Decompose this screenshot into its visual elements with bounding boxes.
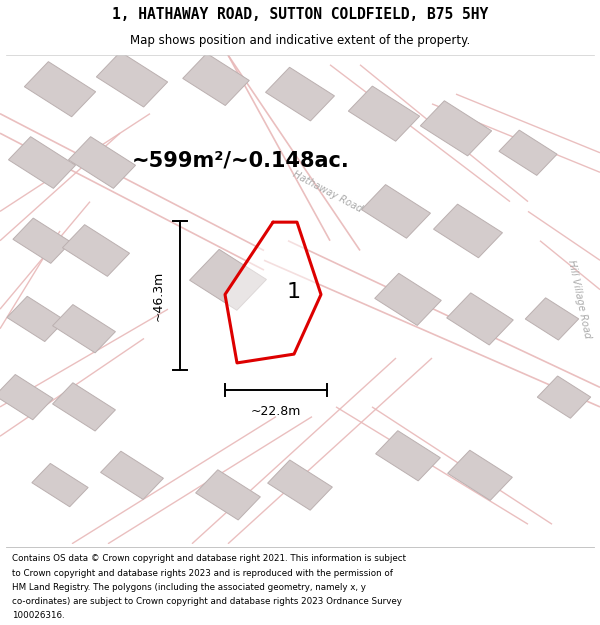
Text: 100026316.: 100026316. <box>12 611 65 620</box>
Text: Map shows position and indicative extent of the property.: Map shows position and indicative extent… <box>130 34 470 48</box>
Polygon shape <box>7 296 65 341</box>
Text: to Crown copyright and database rights 2023 and is reproduced with the permissio: to Crown copyright and database rights 2… <box>12 569 393 578</box>
Text: Hill Village Road: Hill Village Road <box>566 259 592 339</box>
Polygon shape <box>53 304 115 353</box>
Text: HM Land Registry. The polygons (including the associated geometry, namely x, y: HM Land Registry. The polygons (includin… <box>12 582 366 592</box>
Text: ~46.3m: ~46.3m <box>152 271 165 321</box>
Polygon shape <box>101 451 163 499</box>
Polygon shape <box>537 376 591 418</box>
Polygon shape <box>68 137 136 188</box>
Polygon shape <box>0 374 53 420</box>
Polygon shape <box>266 68 334 121</box>
Polygon shape <box>183 53 249 106</box>
Polygon shape <box>32 463 88 507</box>
Polygon shape <box>196 470 260 520</box>
Polygon shape <box>499 130 557 176</box>
Polygon shape <box>25 62 95 117</box>
Polygon shape <box>225 222 321 363</box>
Polygon shape <box>97 52 167 107</box>
Polygon shape <box>448 450 512 501</box>
Polygon shape <box>62 224 130 276</box>
Text: 1, HATHAWAY ROAD, SUTTON COLDFIELD, B75 5HY: 1, HATHAWAY ROAD, SUTTON COLDFIELD, B75 … <box>112 7 488 22</box>
Polygon shape <box>349 86 419 141</box>
Polygon shape <box>13 218 71 263</box>
Text: 1: 1 <box>287 282 301 302</box>
Polygon shape <box>268 460 332 510</box>
Text: ~22.8m: ~22.8m <box>251 406 301 418</box>
Polygon shape <box>8 137 76 188</box>
Polygon shape <box>53 382 115 431</box>
Polygon shape <box>362 184 430 238</box>
Polygon shape <box>376 431 440 481</box>
Text: ~599m²/~0.148ac.: ~599m²/~0.148ac. <box>132 150 350 170</box>
Text: Contains OS data © Crown copyright and database right 2021. This information is : Contains OS data © Crown copyright and d… <box>12 554 406 563</box>
Polygon shape <box>375 273 441 326</box>
Polygon shape <box>447 293 513 345</box>
Polygon shape <box>434 204 502 258</box>
Polygon shape <box>421 101 491 156</box>
Text: Hathaway Road: Hathaway Road <box>290 169 364 214</box>
Polygon shape <box>525 298 579 340</box>
Polygon shape <box>190 249 266 310</box>
Text: co-ordinates) are subject to Crown copyright and database rights 2023 Ordnance S: co-ordinates) are subject to Crown copyr… <box>12 597 402 606</box>
